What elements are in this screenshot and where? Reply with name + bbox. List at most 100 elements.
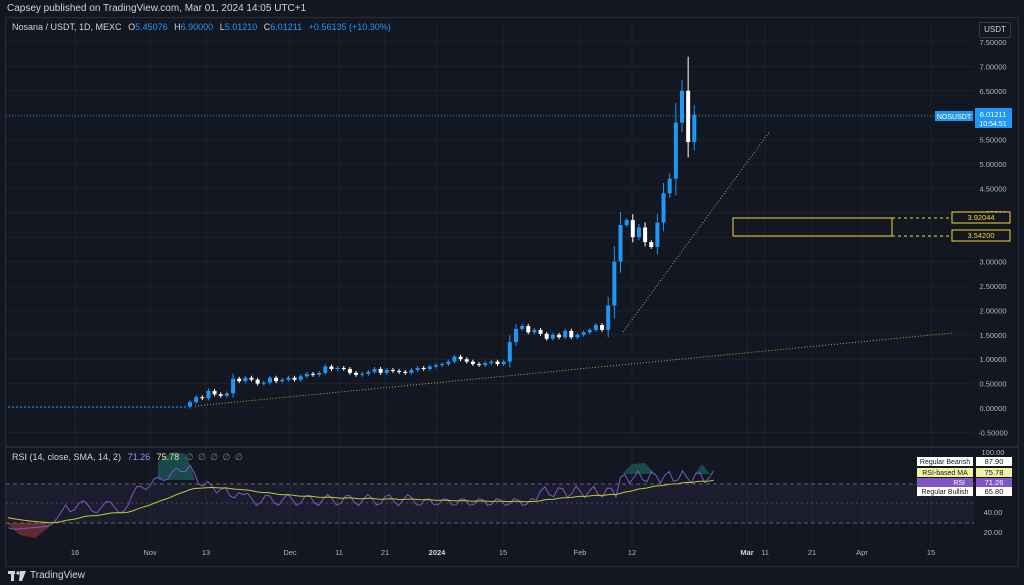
candle-body[interactable] [286, 377, 291, 380]
candle-body[interactable] [261, 382, 266, 384]
candle-body[interactable] [464, 359, 469, 362]
candle-body[interactable] [323, 366, 328, 373]
candle-body[interactable] [280, 379, 285, 382]
last-price-value: 6.01211 [980, 110, 1007, 119]
resistance-zone-box[interactable] [732, 217, 893, 237]
candle-body[interactable] [569, 330, 574, 338]
candle-body[interactable] [446, 361, 451, 365]
candle-body[interactable] [581, 332, 586, 335]
candle-body[interactable] [434, 365, 438, 367]
candle-body[interactable] [458, 356, 463, 360]
candle-body[interactable] [587, 329, 592, 333]
candle-body[interactable] [298, 376, 303, 380]
candle-body[interactable] [415, 367, 420, 370]
rsi-overbought-fill-2 [622, 463, 710, 474]
candle-body[interactable] [194, 397, 199, 403]
candle-body[interactable] [612, 261, 617, 306]
candle-body[interactable] [360, 373, 365, 375]
candle-body[interactable] [667, 178, 672, 194]
candle-body[interactable] [390, 369, 395, 371]
candle-body[interactable] [366, 371, 371, 374]
candle-body[interactable] [643, 227, 648, 243]
candle-body[interactable] [188, 402, 192, 407]
candle-body[interactable] [200, 397, 205, 399]
candle-body[interactable] [483, 363, 488, 366]
rsi-legend[interactable]: RSI (14, close, SMA, 14, 2) 71.26 75.78 … [12, 452, 244, 463]
candle-body[interactable] [557, 334, 561, 338]
candle-body[interactable] [593, 325, 598, 330]
tradingview-brand[interactable]: TradingView [8, 570, 85, 581]
candle-body[interactable] [378, 368, 383, 373]
candle-body[interactable] [249, 377, 254, 380]
candle-body[interactable] [403, 371, 408, 373]
candle-body[interactable] [372, 368, 377, 372]
candle-body[interactable] [237, 378, 242, 382]
candle-body[interactable] [311, 373, 315, 375]
candle-body[interactable] [618, 225, 623, 262]
candle-body[interactable] [686, 90, 691, 143]
currency-button[interactable]: USDT [979, 22, 1011, 38]
candle-body[interactable] [274, 377, 279, 382]
candle-body[interactable] [255, 379, 260, 384]
candle-body[interactable] [427, 366, 432, 369]
candle-body[interactable] [224, 393, 229, 396]
candle-body[interactable] [692, 114, 697, 143]
candle-body[interactable] [243, 377, 248, 382]
candle-body[interactable] [409, 369, 414, 373]
candle-body[interactable] [206, 390, 211, 399]
candle-body[interactable] [532, 329, 537, 333]
candle-body[interactable] [661, 193, 666, 223]
rsi-axis: 100.00 40.00 20.00 [982, 448, 1005, 537]
candle-body[interactable] [329, 366, 334, 369]
candle-body[interactable] [489, 361, 494, 364]
time-tick-label: 15 [499, 548, 507, 557]
long-trendline[interactable] [194, 332, 953, 407]
candle-body[interactable] [231, 378, 236, 394]
candle-body[interactable] [550, 334, 555, 339]
candle-body[interactable] [680, 90, 684, 123]
candle-body[interactable] [600, 325, 605, 330]
candle-body[interactable] [341, 367, 346, 369]
time-tick-label: 12 [628, 548, 636, 557]
short-trendline[interactable] [622, 130, 771, 333]
candle-body[interactable] [218, 394, 223, 396]
candle-body[interactable] [563, 330, 568, 338]
candle-body[interactable] [673, 122, 678, 179]
candle-body[interactable] [495, 361, 500, 365]
candle-body[interactable] [335, 367, 340, 369]
candle-body[interactable] [649, 242, 654, 247]
candle-body[interactable] [513, 328, 518, 343]
candle-body[interactable] [452, 356, 457, 362]
candle-body[interactable] [538, 329, 543, 334]
candle-body[interactable] [440, 364, 445, 366]
candle-body[interactable] [292, 377, 297, 380]
candle-body[interactable] [507, 342, 512, 362]
candle-body[interactable] [347, 368, 352, 373]
candle-body[interactable] [304, 373, 309, 377]
candle-body[interactable] [397, 370, 402, 372]
candle-body[interactable] [544, 333, 549, 339]
candle-body[interactable] [470, 361, 475, 365]
candle-body[interactable] [624, 220, 629, 225]
candle-body[interactable] [477, 364, 482, 366]
time-tick-label: 11 [335, 548, 343, 557]
candle-body[interactable] [636, 227, 641, 238]
candle-body[interactable] [384, 369, 389, 373]
symbol-legend[interactable]: Nosana / USDT, 1D, MEXC O5.45076 H6.9000… [12, 22, 391, 32]
candle-body[interactable] [655, 222, 660, 247]
candle-body[interactable] [501, 361, 506, 365]
price-tick-label: 7.00000 [979, 62, 1006, 71]
candle-body[interactable] [267, 377, 272, 383]
candle-body[interactable] [575, 334, 580, 338]
candle-body[interactable] [606, 305, 611, 330]
rsi-ma-line[interactable] [7, 479, 714, 524]
candle-body[interactable] [630, 220, 635, 238]
rsi-line[interactable] [7, 464, 715, 530]
candle-body[interactable] [421, 367, 426, 369]
candle-body[interactable] [212, 390, 217, 395]
candle-body[interactable] [317, 372, 322, 375]
candle-body[interactable] [526, 326, 531, 333]
candle-body[interactable] [354, 372, 359, 375]
candle-body[interactable] [520, 326, 525, 329]
